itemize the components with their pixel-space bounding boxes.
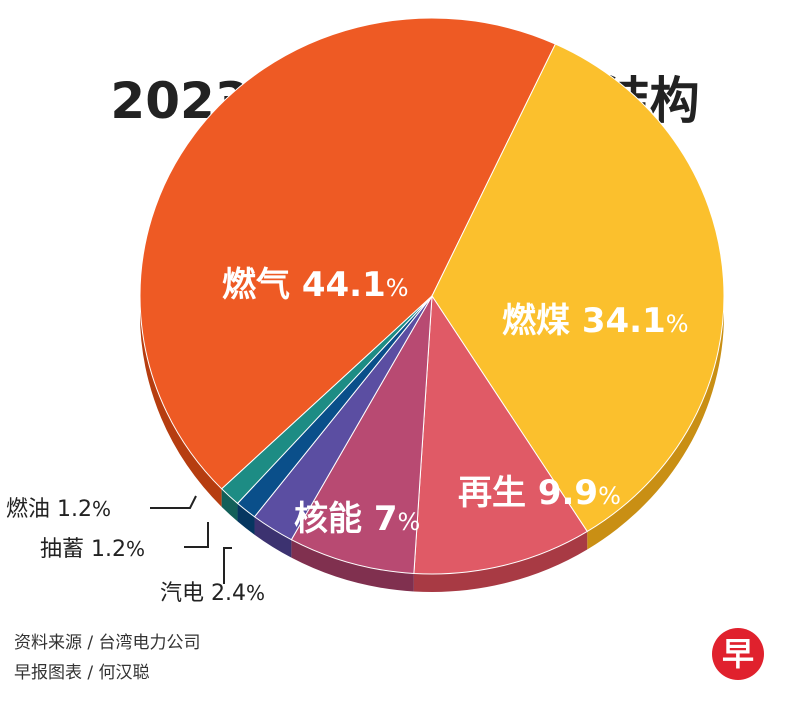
pie-depth xyxy=(140,296,724,592)
label-renewable: 再生 9.9% xyxy=(458,473,621,513)
label-oil: 燃油 1.2% xyxy=(6,497,111,522)
pie-depth-0 xyxy=(140,296,222,507)
pie-slices xyxy=(139,17,725,575)
leader-pumped xyxy=(184,522,209,548)
pie-depth-5 xyxy=(237,503,255,535)
leader-oil xyxy=(150,495,197,509)
label-nuclear: 核能 7% xyxy=(294,499,420,539)
pie-slice-0 xyxy=(139,17,557,490)
source-credit: 资料来源 / 台湾电力公司 xyxy=(14,633,201,653)
pie-depth-4 xyxy=(254,516,292,558)
label-coal: 燃煤 34.1% xyxy=(502,301,689,341)
pie-depth-2 xyxy=(413,531,588,592)
zaobao-logo: 早 xyxy=(712,628,764,680)
pie-slice-1 xyxy=(431,43,725,533)
pie-slice-3 xyxy=(290,295,433,574)
label-gas: 燃气 44.1% xyxy=(222,265,409,305)
leader-cogen xyxy=(223,547,232,584)
pie-slice-6 xyxy=(220,295,433,505)
graphic-credit: 早报图表 / 何汉聪 xyxy=(14,663,150,683)
pie-depth-3 xyxy=(291,539,414,592)
label-cogen: 汽电 2.4% xyxy=(160,581,265,606)
label-pumped: 抽蓄 1.2% xyxy=(40,537,145,562)
pie-slice-2 xyxy=(413,294,588,575)
pie-depth-6 xyxy=(221,488,238,522)
pie-depth-1 xyxy=(587,296,724,550)
